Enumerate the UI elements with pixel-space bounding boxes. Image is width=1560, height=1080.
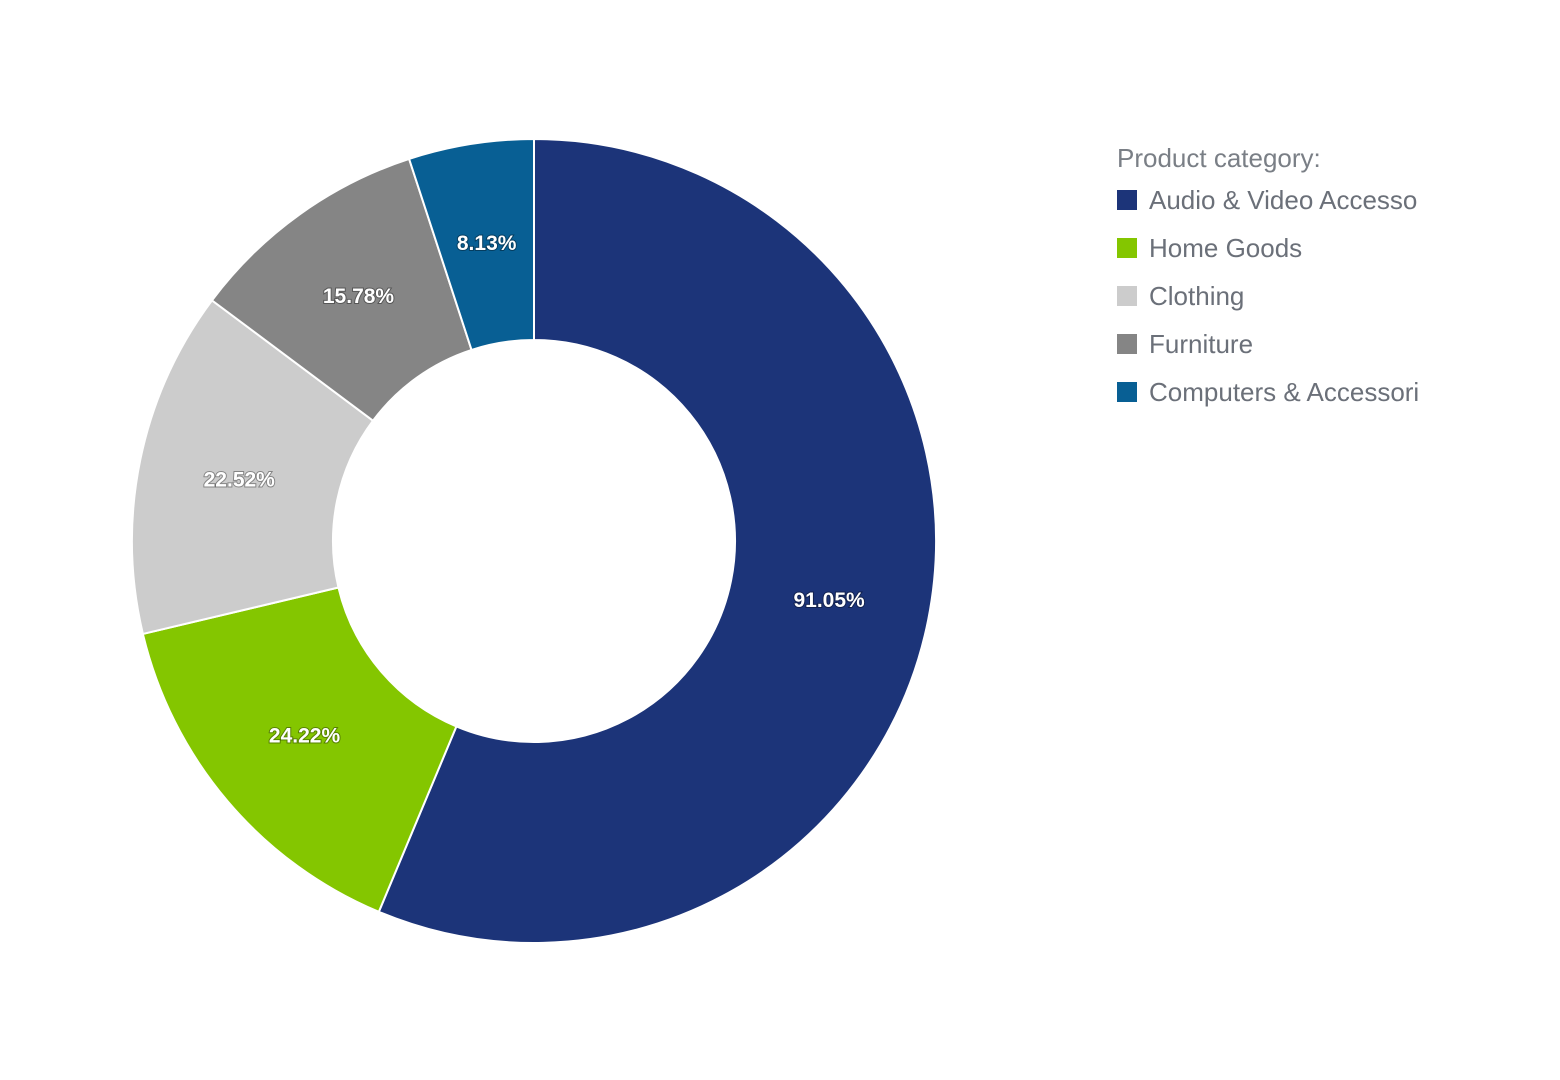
legend-swatch — [1117, 334, 1137, 354]
slice-label-home-goods: 24.22% — [269, 724, 341, 747]
slice-label-furniture: 15.78% — [323, 285, 395, 308]
legend-item-computers[interactable]: Computers & Accessori — [1117, 368, 1433, 416]
legend-item-furniture[interactable]: Furniture — [1117, 320, 1433, 368]
slice-computers[interactable] — [407, 137, 535, 352]
legend-item-audio-video[interactable]: Audio & Video Accesso — [1117, 176, 1433, 224]
slice-label-computers: 8.13% — [457, 232, 517, 255]
legend-swatch — [1117, 238, 1137, 258]
legend-label: Home Goods — [1149, 232, 1303, 263]
legend-label: Computers & Accessori — [1149, 376, 1420, 407]
legend: Product category: Audio & Video Accesso … — [1117, 140, 1433, 416]
legend-swatch — [1117, 286, 1137, 306]
legend-label: Furniture — [1149, 328, 1254, 359]
slice-label-clothing: 22.52% — [204, 468, 276, 491]
legend-swatch — [1117, 382, 1137, 402]
slice-home-goods[interactable] — [141, 586, 458, 914]
slice-label-audio-video: 91.05% — [793, 589, 865, 612]
legend-title: Product category: — [1117, 143, 1321, 173]
legend-swatch — [1117, 190, 1137, 210]
legend-item-clothing[interactable]: Clothing — [1117, 272, 1433, 320]
legend-label: Clothing — [1149, 280, 1245, 311]
slice-clothing[interactable] — [131, 298, 375, 636]
slice-audio-video[interactable] — [377, 137, 937, 944]
legend-label: Audio & Video Accesso — [1149, 184, 1418, 215]
legend-item-home-goods[interactable]: Home Goods — [1117, 224, 1433, 272]
